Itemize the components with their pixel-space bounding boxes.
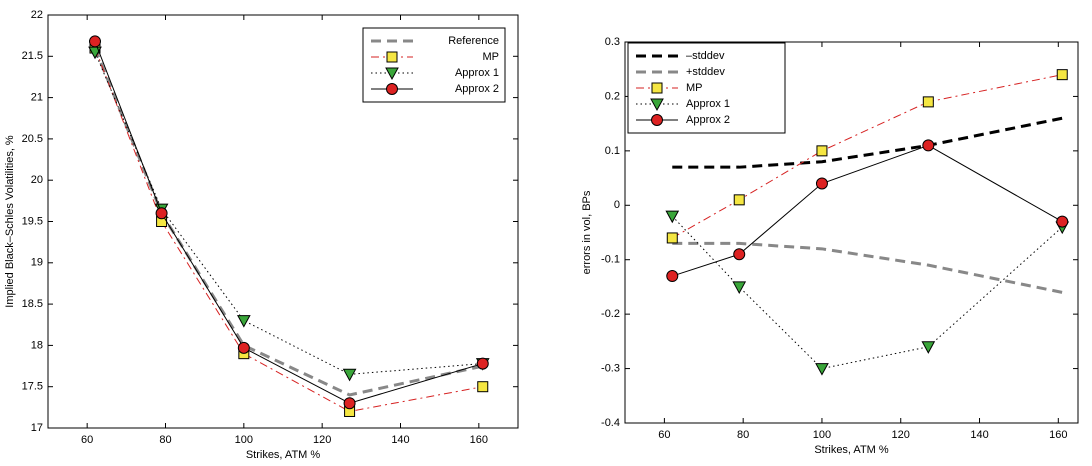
- x-axis-label: Strikes, ATM %: [246, 449, 321, 461]
- y-tick-label: 17.5: [22, 381, 43, 393]
- x-tick-label: 120: [313, 434, 331, 446]
- y-tick-label: 21.5: [22, 50, 43, 62]
- y-tick-label: 0.1: [605, 145, 620, 157]
- legend-label: Approx 2: [455, 83, 499, 95]
- marker: [1056, 215, 1069, 228]
- marker: [477, 381, 489, 393]
- series-line: [672, 241, 1063, 294]
- x-tick-label: 120: [892, 429, 910, 441]
- legend-marker: [386, 83, 398, 95]
- x-tick-label: 140: [391, 434, 409, 446]
- y-tick-label: 17: [31, 422, 43, 434]
- marker: [665, 210, 680, 224]
- y-tick-label: 20: [31, 174, 43, 186]
- y-tick-label: 19: [31, 257, 43, 269]
- series-line: [671, 215, 1063, 370]
- x-tick-label: 60: [658, 429, 670, 441]
- plot-frame: [624, 41, 1079, 424]
- y-tick-label: 18.5: [22, 298, 43, 310]
- marker: [343, 397, 356, 410]
- marker: [815, 177, 828, 190]
- marker: [733, 194, 745, 206]
- y-tick-label: 18: [31, 339, 43, 351]
- x-tick-label: 60: [81, 434, 93, 446]
- y-tick-label: 0.2: [605, 90, 620, 102]
- marker: [476, 357, 489, 370]
- legend-label: –stddev: [686, 50, 725, 62]
- legend-label: Reference: [448, 35, 499, 47]
- legend-marker: [386, 51, 398, 63]
- marker: [733, 248, 746, 261]
- marker: [922, 139, 935, 152]
- marker: [921, 341, 936, 354]
- y-tick-label: 0.3: [605, 36, 620, 48]
- series-line: [94, 47, 483, 413]
- marker: [816, 145, 828, 157]
- series-line: [93, 47, 484, 397]
- y-tick-label: 22: [31, 9, 43, 21]
- legend-label: Approx 1: [455, 67, 499, 79]
- x-tick-label: 80: [159, 434, 171, 446]
- marker: [815, 363, 829, 376]
- legend-label: Approx 1: [686, 98, 730, 110]
- y-tick-label: -0.3: [601, 362, 620, 374]
- marker: [1056, 69, 1068, 81]
- x-tick-label: 160: [1049, 429, 1067, 441]
- legend-marker: [651, 82, 663, 94]
- marker: [237, 341, 250, 354]
- y-axis-label: Implied Black–Schles Volatilities, %: [4, 135, 16, 308]
- legend-label: Approx 2: [686, 114, 730, 126]
- marker: [89, 35, 101, 48]
- marker: [342, 368, 357, 382]
- marker: [922, 96, 934, 108]
- y-axis-label: errors in vol, BPs: [581, 190, 593, 274]
- legend-label: +stddev: [686, 66, 725, 78]
- marker: [236, 315, 251, 328]
- marker: [155, 207, 168, 220]
- y-tick-label: 19.5: [22, 215, 43, 227]
- y-tick-label: -0.2: [601, 308, 620, 320]
- x-tick-label: 100: [813, 429, 831, 441]
- y-tick-label: 20.5: [22, 133, 43, 145]
- legend-label: MP: [483, 51, 500, 63]
- legend-label: MP: [686, 82, 703, 94]
- series-line: [672, 116, 1063, 169]
- x-tick-label: 140: [970, 429, 988, 441]
- x-tick-label: 80: [737, 429, 749, 441]
- y-tick-label: 0: [614, 199, 620, 211]
- x-tick-label: 100: [235, 434, 253, 446]
- y-tick-label: -0.1: [601, 254, 620, 266]
- marker: [732, 281, 747, 294]
- marker: [666, 270, 679, 283]
- legend-marker: [650, 98, 664, 112]
- legend-marker: [651, 114, 663, 126]
- y-tick-label: -0.4: [601, 417, 620, 429]
- marker: [666, 232, 678, 244]
- x-tick-label: 160: [470, 434, 488, 446]
- y-tick-label: 21: [31, 92, 43, 104]
- x-axis-label: Strikes, ATM %: [814, 444, 889, 456]
- legend-marker: [385, 67, 399, 81]
